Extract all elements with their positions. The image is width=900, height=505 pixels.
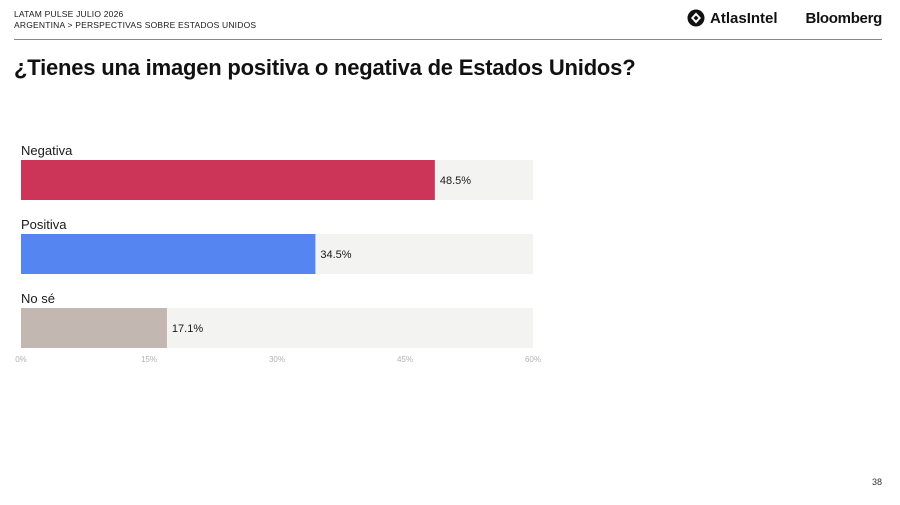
atlasintel-logo-text: AtlasIntel bbox=[710, 9, 778, 27]
chart-title: ¿Tienes una imagen positiva o negativa d… bbox=[14, 55, 636, 80]
data-label: 48.5% bbox=[440, 175, 471, 187]
category-label: No sé bbox=[21, 291, 55, 306]
bar bbox=[21, 308, 167, 348]
category-label: Positiva bbox=[21, 217, 67, 232]
x-tick-label: 15% bbox=[141, 355, 157, 364]
logo-bar: AtlasIntel Bloomberg bbox=[687, 9, 882, 27]
atlasintel-mark-icon bbox=[687, 9, 705, 27]
atlasintel-logo: AtlasIntel bbox=[687, 9, 778, 27]
header-divider bbox=[14, 39, 882, 40]
data-label: 17.1% bbox=[172, 323, 203, 335]
x-tick-label: 30% bbox=[269, 355, 285, 364]
x-tick-label: 45% bbox=[397, 355, 413, 364]
category-label: Negativa bbox=[21, 143, 73, 158]
breadcrumb: ARGENTINA > PERSPECTIVAS SOBRE ESTADOS U… bbox=[14, 20, 257, 30]
bar bbox=[21, 160, 435, 200]
bar bbox=[21, 234, 316, 274]
data-label: 34.5% bbox=[320, 249, 351, 261]
page-number: 38 bbox=[871, 477, 882, 487]
report-title: LATAM PULSE JULIO 2026 bbox=[14, 9, 124, 19]
x-tick-label: 60% bbox=[525, 355, 541, 364]
bloomberg-logo: Bloomberg bbox=[805, 9, 883, 27]
x-tick-label: 0% bbox=[15, 355, 27, 364]
